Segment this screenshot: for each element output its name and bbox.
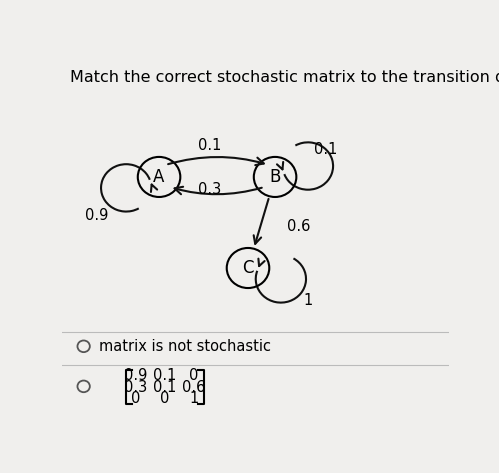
- Text: 0: 0: [131, 391, 141, 406]
- Text: 0.6: 0.6: [182, 380, 206, 394]
- Text: 0.3: 0.3: [198, 182, 221, 197]
- Text: 0: 0: [160, 391, 170, 406]
- Text: 0.1: 0.1: [153, 380, 177, 394]
- Text: C: C: [242, 259, 254, 277]
- Text: 0.9: 0.9: [85, 208, 109, 223]
- Text: B: B: [269, 168, 281, 186]
- Text: 0.1: 0.1: [198, 139, 221, 154]
- Text: 0.6: 0.6: [286, 219, 310, 234]
- Text: A: A: [153, 168, 165, 186]
- Text: 0: 0: [189, 368, 199, 383]
- Text: 0.9: 0.9: [124, 368, 148, 383]
- Text: 0.3: 0.3: [124, 380, 148, 394]
- Text: 1: 1: [189, 391, 199, 406]
- Text: matrix is not stochastic: matrix is not stochastic: [99, 339, 271, 354]
- Text: Match the correct stochastic matrix to the transition diagram.: Match the correct stochastic matrix to t…: [70, 70, 499, 85]
- Text: 0.1: 0.1: [153, 368, 177, 383]
- Text: 0.1: 0.1: [314, 142, 337, 157]
- Text: 1: 1: [303, 293, 312, 308]
